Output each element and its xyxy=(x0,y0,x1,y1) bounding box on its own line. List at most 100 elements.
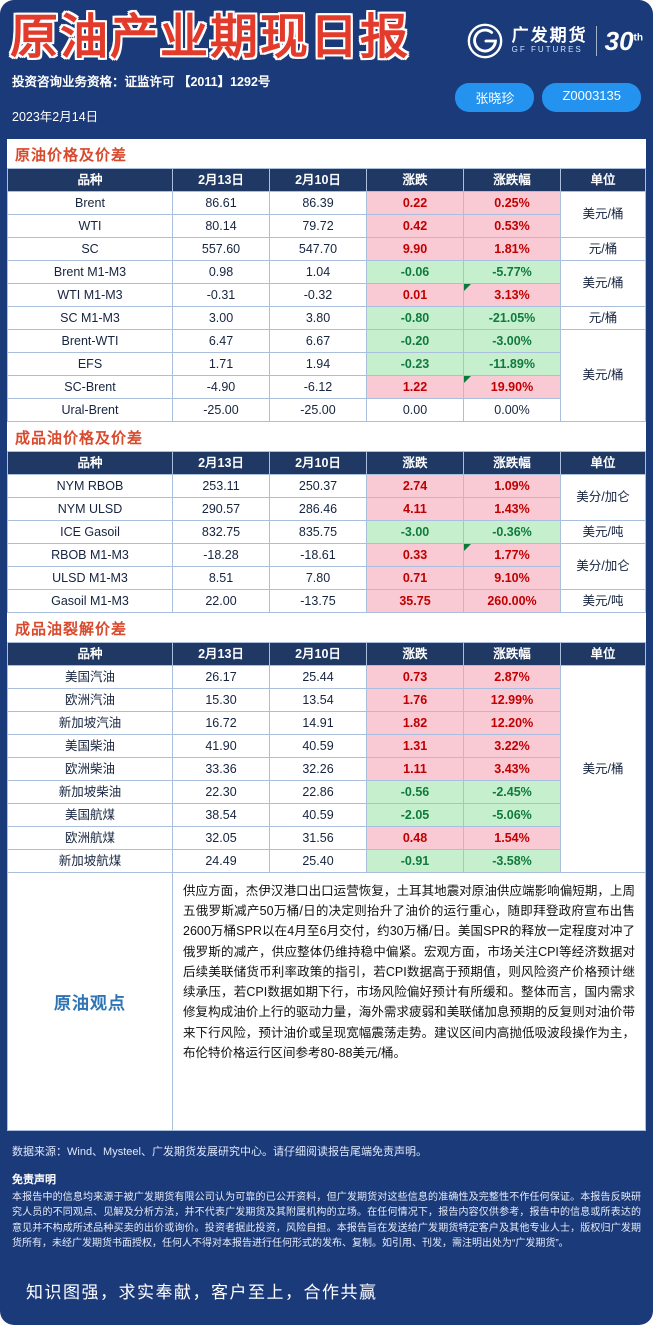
value-day1-cell: 15.30 xyxy=(172,687,270,712)
product-cell: 欧洲汽油 xyxy=(7,687,173,712)
value-day1-cell: -4.90 xyxy=(172,374,270,399)
value-day2-cell: -6.12 xyxy=(269,374,367,399)
value-day1-cell: 32.05 xyxy=(172,825,270,850)
value-day1-cell: 38.54 xyxy=(172,802,270,827)
value-day2-cell: 32.26 xyxy=(269,756,367,781)
product-cell: ULSD M1-M3 xyxy=(7,565,173,590)
report-header: 原油产业期现日报 广发期货 GF FUTURES 30th xyxy=(0,8,653,65)
product-cell: Ural-Brent xyxy=(7,397,173,422)
analyst-chips: 张晓珍 Z0003135 xyxy=(455,83,641,113)
change-cell: -0.23 xyxy=(366,351,464,376)
unit-cell: 美元/桶 xyxy=(560,664,646,873)
unit-cell: 美元/桶 xyxy=(560,328,646,422)
unit-cell: 美元/桶 xyxy=(560,259,646,307)
section-title-crack-spreads: 成品油裂解价差 xyxy=(15,620,128,638)
value-day1-cell: 557.60 xyxy=(172,236,270,261)
value-day2-cell: 286.46 xyxy=(269,496,367,521)
change-cell: 1.76 xyxy=(366,687,464,712)
header-meta: 投资咨询业务资格：证监许可 【2011】1292号 2023年2月14日 张晓珍… xyxy=(0,65,653,125)
change-cell: -0.91 xyxy=(366,848,464,873)
product-cell: 欧洲航煤 xyxy=(7,825,173,850)
value-day2-cell: -13.75 xyxy=(269,588,367,613)
change-cell: -0.80 xyxy=(366,305,464,330)
value-day2-cell: 31.56 xyxy=(269,825,367,850)
value-day2-cell: 547.70 xyxy=(269,236,367,261)
value-day1-cell: 6.47 xyxy=(172,328,270,353)
value-day1-cell: -18.28 xyxy=(172,542,270,567)
change-cell: 0.01 xyxy=(366,282,464,307)
table-row: 美国柴油 41.90 40.59 1.31 3.22% xyxy=(7,733,646,758)
value-day1-cell: 22.00 xyxy=(172,588,270,613)
value-day1-cell: 253.11 xyxy=(172,473,270,498)
column-header: 2月10日 xyxy=(269,167,367,192)
product-cell: 美国汽油 xyxy=(7,664,173,689)
table-row: EFS 1.71 1.94 -0.23 -11.89% xyxy=(7,351,646,376)
product-cell: 欧洲柴油 xyxy=(7,756,173,781)
change-cell: 0.22 xyxy=(366,190,464,215)
change-cell: 9.90 xyxy=(366,236,464,261)
table-row: 欧洲汽油 15.30 13.54 1.76 12.99% xyxy=(7,687,646,712)
viewpoint-label: 原油观点 xyxy=(8,872,173,1130)
section-title-product-prices: 成品油价格及价差 xyxy=(15,429,144,447)
table-row: 新加坡柴油 22.30 22.86 -0.56 -2.45% xyxy=(7,779,646,804)
disclaimer-text: 本报告中的信息均来源于被广发期货有限公司认为可靠的已公开资料，但广发期货对这些信… xyxy=(12,1191,641,1250)
table-row: Gasoil M1-M3 22.00 -13.75 35.75 260.00% 美元/吨 xyxy=(7,588,646,613)
value-day1-cell: 26.17 xyxy=(172,664,270,689)
disclaimer-block: 免责声明 本报告中的信息均来源于被广发期货有限公司认为可靠的已公开资料，但广发期… xyxy=(0,1163,653,1252)
change-pct-cell: -5.06% xyxy=(463,802,561,827)
change-cell: 0.33 xyxy=(366,542,464,567)
product-cell: NYM RBOB xyxy=(7,473,173,498)
table-row: SC-Brent -4.90 -6.12 1.22 19.90% xyxy=(7,374,646,399)
value-day2-cell: 25.40 xyxy=(269,848,367,873)
unit-cell: 美元/桶 xyxy=(560,190,646,238)
change-pct-cell: 0.25% xyxy=(463,190,561,215)
table-row: NYM RBOB 253.11 250.37 2.74 1.09% 美分/加仑 xyxy=(7,473,646,521)
column-header: 2月13日 xyxy=(172,167,270,192)
table-row: 欧洲柴油 33.36 32.26 1.11 3.43% xyxy=(7,756,646,781)
change-pct-cell: 1.09% xyxy=(463,473,561,498)
value-day1-cell: 290.57 xyxy=(172,496,270,521)
header-meta-left: 投资咨询业务资格：证监许可 【2011】1292号 2023年2月14日 xyxy=(12,71,270,125)
value-day1-cell: 24.49 xyxy=(172,848,270,873)
gf-logo-icon xyxy=(466,22,504,60)
table-row: 新加坡航煤 24.49 25.40 -0.91 -3.58% xyxy=(7,848,646,873)
unit-cell: 美元/吨 xyxy=(560,588,646,613)
value-day2-cell: 1.94 xyxy=(269,351,367,376)
column-header: 涨跌幅 xyxy=(463,641,561,666)
value-day2-cell: -0.32 xyxy=(269,282,367,307)
change-cell: -0.06 xyxy=(366,259,464,284)
product-cell: ICE Gasoil xyxy=(7,519,173,544)
change-cell: 0.00 xyxy=(366,397,464,422)
value-day1-cell: 8.51 xyxy=(172,565,270,590)
column-header: 涨跌 xyxy=(366,167,464,192)
value-day1-cell: 832.75 xyxy=(172,519,270,544)
change-pct-cell: 3.13% xyxy=(463,282,561,307)
section-title-crude-prices: 原油价格及价差 xyxy=(15,146,128,164)
column-header: 单位 xyxy=(560,167,646,192)
viewpoint-text: 供应方面，杰伊汉港口出口运营恢复，土耳其地震对原油供应端影响偏短期，上周五俄罗斯… xyxy=(183,883,635,1060)
report-date: 2023年2月14日 xyxy=(12,109,99,124)
value-day2-cell: 79.72 xyxy=(269,213,367,238)
value-day1-cell: 41.90 xyxy=(172,733,270,758)
value-day2-cell: 40.59 xyxy=(269,733,367,758)
qualification-text: 投资咨询业务资格：证监许可 【2011】1292号 xyxy=(12,74,271,89)
value-day1-cell: 80.14 xyxy=(172,213,270,238)
change-pct-cell: -11.89% xyxy=(463,351,561,376)
data-source-note: 数据来源：Wind、Mysteel、广发期货发展研究中心。请仔细阅读报告尾端免责… xyxy=(12,1145,427,1158)
product-cell: 美国航煤 xyxy=(7,802,173,827)
value-day2-cell: 25.44 xyxy=(269,664,367,689)
table-row: Brent M1-M3 0.98 1.04 -0.06 -5.77% 美元/桶 xyxy=(7,259,646,307)
value-day2-cell: -18.61 xyxy=(269,542,367,567)
change-cell: -3.00 xyxy=(366,519,464,544)
unit-cell: 美分/加仑 xyxy=(560,542,646,590)
value-day2-cell: 7.80 xyxy=(269,565,367,590)
change-cell: -0.56 xyxy=(366,779,464,804)
product-cell: NYM ULSD xyxy=(7,496,173,521)
value-day2-cell: 3.80 xyxy=(269,305,367,330)
analyst-name-badge: 张晓珍 xyxy=(455,83,535,113)
change-cell: -2.05 xyxy=(366,802,464,827)
table-header-row: 品种 2月13日 2月10日 涨跌 涨跌幅 单位 xyxy=(7,167,646,192)
change-cell: 0.48 xyxy=(366,825,464,850)
change-cell: 1.31 xyxy=(366,733,464,758)
